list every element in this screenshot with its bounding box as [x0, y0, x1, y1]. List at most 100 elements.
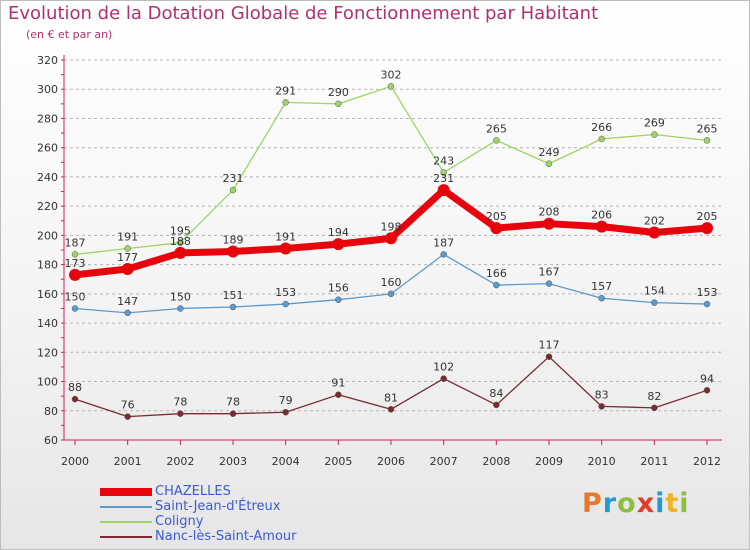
data-point — [227, 245, 239, 258]
logo-letter: o — [617, 488, 637, 519]
data-point — [229, 186, 237, 194]
data-label: 153 — [697, 286, 718, 299]
data-point — [703, 387, 711, 394]
data-label: 173 — [65, 257, 86, 270]
y-tick-label: 80 — [44, 405, 58, 418]
data-label: 83 — [595, 388, 609, 401]
data-point — [598, 294, 605, 302]
y-tick-label: 280 — [37, 112, 58, 125]
data-point — [177, 305, 184, 312]
data-label: 194 — [328, 226, 349, 239]
x-tick-label: 2009 — [535, 455, 563, 468]
data-point — [440, 375, 447, 382]
data-label: 150 — [65, 290, 86, 303]
x-tick-label: 2005 — [324, 455, 352, 468]
data-label: 188 — [170, 235, 191, 248]
data-point — [648, 226, 661, 239]
data-label: 189 — [223, 233, 244, 246]
data-label: 195 — [170, 225, 191, 238]
x-tick-label: 2008 — [482, 455, 510, 468]
data-point — [440, 169, 447, 176]
data-label: 153 — [275, 286, 296, 299]
data-label: 243 — [433, 155, 454, 168]
data-label: 102 — [433, 361, 454, 374]
data-point — [437, 184, 450, 197]
legend-label: Nanc-lès-Saint-Amour — [155, 529, 297, 544]
data-label: 290 — [328, 86, 349, 99]
data-label: 76 — [121, 399, 135, 412]
data-point — [174, 246, 187, 259]
logo-letter: t — [665, 488, 680, 519]
y-tick-label: 200 — [37, 229, 58, 242]
x-tick-label: 2006 — [377, 455, 405, 468]
data-label: 84 — [489, 387, 503, 400]
data-label: 166 — [486, 267, 507, 280]
data-point — [387, 406, 395, 413]
y-tick-label: 60 — [44, 434, 58, 447]
logo-letter: x — [636, 488, 656, 519]
x-tick-label: 2004 — [272, 455, 300, 468]
legend-swatch — [100, 521, 152, 523]
data-label: 157 — [591, 280, 612, 293]
y-tick-label: 300 — [37, 83, 58, 96]
data-point — [595, 220, 608, 233]
data-point — [387, 83, 395, 90]
x-tick-label: 2003 — [219, 455, 247, 468]
data-point — [71, 251, 79, 258]
logo-letter: i — [655, 488, 666, 519]
data-label: 78 — [173, 396, 187, 409]
chart-subtitle: (en € et par an) — [26, 28, 113, 41]
y-tick-label: 180 — [37, 259, 58, 272]
data-point — [332, 238, 345, 251]
data-point — [229, 410, 237, 417]
data-label: 94 — [700, 372, 714, 385]
legend-swatch — [100, 488, 152, 496]
data-label: 265 — [697, 122, 718, 135]
data-label: 208 — [539, 206, 560, 219]
legend-label: Saint-Jean-d'Étreux — [155, 499, 281, 514]
data-point — [229, 303, 237, 311]
y-tick-label: 320 — [37, 54, 58, 67]
data-label: 205 — [697, 210, 718, 223]
legend-swatch — [100, 506, 152, 508]
data-point — [440, 251, 447, 258]
y-tick-label: 160 — [37, 288, 58, 301]
data-point — [651, 299, 658, 306]
x-tick-label: 2000 — [61, 455, 89, 468]
data-label: 117 — [539, 339, 560, 352]
data-label: 81 — [384, 391, 398, 404]
data-label: 150 — [170, 290, 191, 303]
x-tick-label: 2002 — [166, 455, 194, 468]
data-label: 206 — [591, 209, 612, 222]
data-label: 198 — [381, 220, 402, 233]
data-label: 291 — [275, 84, 296, 97]
data-label: 154 — [644, 285, 665, 298]
data-label: 147 — [117, 295, 138, 308]
data-point — [385, 232, 397, 245]
data-point — [387, 290, 395, 298]
data-label: 187 — [65, 236, 86, 249]
y-tick-label: 220 — [37, 200, 58, 213]
data-label: 156 — [328, 282, 349, 295]
data-label: 249 — [539, 146, 560, 159]
x-tick-label: 2010 — [588, 455, 616, 468]
logo-letter: i — [679, 488, 690, 519]
x-tick-label: 2011 — [640, 455, 668, 468]
proxiti-logo: Proxiti — [582, 488, 690, 519]
data-point — [177, 239, 184, 246]
data-point — [493, 281, 500, 289]
data-label: 191 — [275, 231, 296, 244]
x-tick-label: 2001 — [114, 455, 142, 468]
data-point — [71, 395, 79, 403]
logo-letter: r — [602, 488, 618, 519]
data-point — [335, 100, 342, 108]
data-label: 191 — [117, 231, 138, 244]
x-tick-label: 2012 — [693, 455, 721, 468]
data-label: 269 — [644, 117, 665, 130]
y-tick-label: 100 — [37, 376, 58, 389]
data-point — [598, 135, 605, 143]
data-point — [177, 410, 184, 417]
data-point — [545, 353, 553, 360]
data-point — [543, 217, 555, 230]
y-tick-label: 140 — [37, 317, 58, 330]
